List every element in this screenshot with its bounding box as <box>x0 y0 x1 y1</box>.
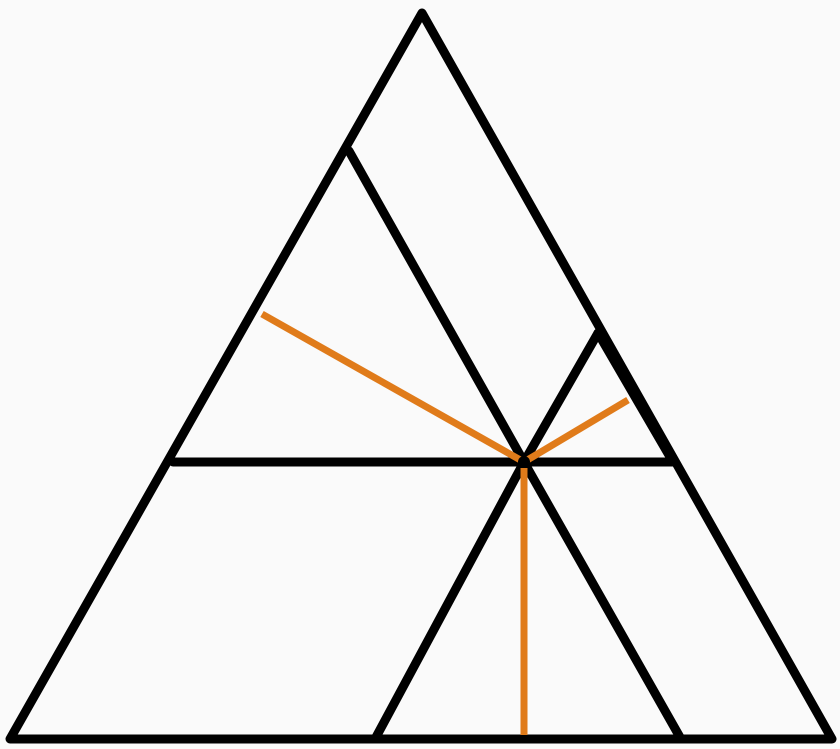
orange-perpendicular-right <box>522 396 630 466</box>
parallel-right-side-lower-segment <box>519 457 686 744</box>
orange-perpendicular-left <box>260 310 526 466</box>
parallel-left-side-upper-segment <box>519 328 603 467</box>
outer-triangle <box>5 8 837 744</box>
parallel-left-side-lower-segment <box>370 457 529 744</box>
interior-point <box>518 456 530 468</box>
small-triangle-right-edge <box>593 328 678 467</box>
parallel-right-side-segment <box>344 146 529 467</box>
